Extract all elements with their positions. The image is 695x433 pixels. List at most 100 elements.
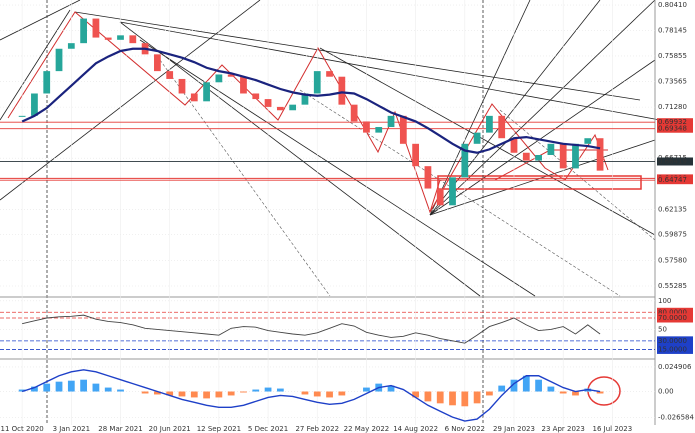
candle xyxy=(80,18,87,44)
macd-histogram-bar xyxy=(203,391,210,399)
candle xyxy=(203,82,210,102)
x-tick-label: 12 Sep 2021 xyxy=(197,425,241,433)
macd-histogram-bar xyxy=(80,379,87,392)
price-level-badge xyxy=(657,124,693,133)
candle xyxy=(436,188,444,206)
candle xyxy=(215,74,223,83)
candle xyxy=(522,152,530,161)
macd-histogram-bar xyxy=(522,375,530,392)
y-tick-label: 0.78145 xyxy=(658,26,687,34)
moving-average xyxy=(21,47,601,154)
candle xyxy=(424,166,432,189)
macd-histogram-bar xyxy=(326,391,333,398)
tick-badge xyxy=(657,336,693,346)
candle xyxy=(584,138,592,144)
candle xyxy=(129,35,137,44)
price-level-badge xyxy=(657,118,693,127)
candle xyxy=(92,18,100,38)
y-tick-label: 30.0000 xyxy=(658,337,687,345)
macd-histogram-bar xyxy=(461,391,469,407)
candle xyxy=(313,71,321,94)
candle xyxy=(289,104,297,111)
macd-histogram-bar xyxy=(252,389,260,392)
x-tick-label: 14 Aug 2022 xyxy=(393,425,438,433)
macd-histogram-bar xyxy=(276,388,284,392)
price-level-label: 0.69348 xyxy=(658,125,687,133)
candle xyxy=(240,76,247,94)
candle xyxy=(67,43,75,49)
candle xyxy=(117,35,124,40)
price-level-badge xyxy=(657,157,693,166)
candle xyxy=(375,127,383,133)
candle xyxy=(547,143,555,155)
y-tick-label: 100 xyxy=(658,297,671,305)
macd-histogram-bar xyxy=(436,391,444,404)
candle xyxy=(154,54,161,72)
macd-histogram-bar xyxy=(572,391,579,396)
candle xyxy=(301,93,309,105)
macd-histogram-bar xyxy=(559,391,567,394)
candle xyxy=(43,71,51,94)
macd-histogram-bar xyxy=(18,389,26,392)
macd-histogram-bar xyxy=(154,391,161,395)
y-tick-label: 0.00 xyxy=(658,388,674,396)
candle xyxy=(596,138,604,171)
macd-histogram-bar xyxy=(535,379,542,392)
rsi-line xyxy=(22,314,601,344)
y-tick-label: 0.75855 xyxy=(658,52,687,60)
macd-histogram-bar xyxy=(227,391,235,396)
macd-histogram-bar xyxy=(596,391,604,394)
y-tick-label: 0.73565 xyxy=(658,78,687,86)
candle xyxy=(510,138,518,153)
drawings xyxy=(0,0,661,425)
candle xyxy=(264,99,272,107)
x-tick-label: 23 Apr 2023 xyxy=(542,425,585,433)
candle xyxy=(338,76,346,105)
x-tick-label: 28 Mar 2021 xyxy=(98,425,142,433)
candle xyxy=(227,74,235,77)
macd-histogram-bar xyxy=(510,379,518,392)
x-tick-label: 3 Jan 2021 xyxy=(53,425,91,433)
candle xyxy=(399,115,407,144)
x-tick-label: 20 Jun 2021 xyxy=(149,425,191,433)
macd-histogram-bar xyxy=(178,391,186,397)
macd-histogram-bar xyxy=(449,391,456,406)
candle xyxy=(559,143,567,169)
macd-histogram-bar xyxy=(313,391,321,397)
candle xyxy=(473,132,481,144)
macd-line xyxy=(21,369,601,422)
macd-histogram-bar xyxy=(92,383,100,392)
candle xyxy=(572,143,579,169)
candle xyxy=(486,115,493,133)
macd-histogram-bar xyxy=(486,391,493,396)
x-tick-label: 22 May 2022 xyxy=(344,425,390,433)
y-tick-label: 50 xyxy=(658,325,667,333)
price-level-label: 0.66419 xyxy=(658,157,687,165)
macd-histogram-bar xyxy=(104,387,112,392)
macd-histogram-bar xyxy=(240,391,247,393)
x-tick-label: 6 Nov 2022 xyxy=(445,425,485,433)
macd-histogram-bar xyxy=(547,386,555,392)
candle xyxy=(252,93,260,100)
y-tick-label: 70.0000 xyxy=(658,314,687,322)
macd-histogram-bar xyxy=(141,391,149,394)
x-tick-label: 5 Dec 2021 xyxy=(248,425,288,433)
y-tick-label: 0.55285 xyxy=(658,282,687,290)
candle xyxy=(31,93,38,116)
macd-histogram-bar xyxy=(498,385,506,392)
macd-histogram-bar xyxy=(412,391,420,398)
macd-histogram-bar xyxy=(31,386,38,392)
price-level-badge xyxy=(657,176,693,185)
tick-badge xyxy=(657,313,693,323)
candle xyxy=(178,78,186,94)
candle xyxy=(190,93,198,102)
x-tick-label: 11 Oct 2020 xyxy=(0,425,43,433)
x-tick-label: 16 Jul 2023 xyxy=(593,425,633,433)
macd-histogram-bar xyxy=(117,389,124,392)
macd-histogram-bar xyxy=(67,380,75,392)
tick-badge xyxy=(657,344,693,354)
price-level-label: 0.69932 xyxy=(658,118,687,126)
candle xyxy=(276,106,284,111)
macd-histogram-bar xyxy=(424,391,432,402)
